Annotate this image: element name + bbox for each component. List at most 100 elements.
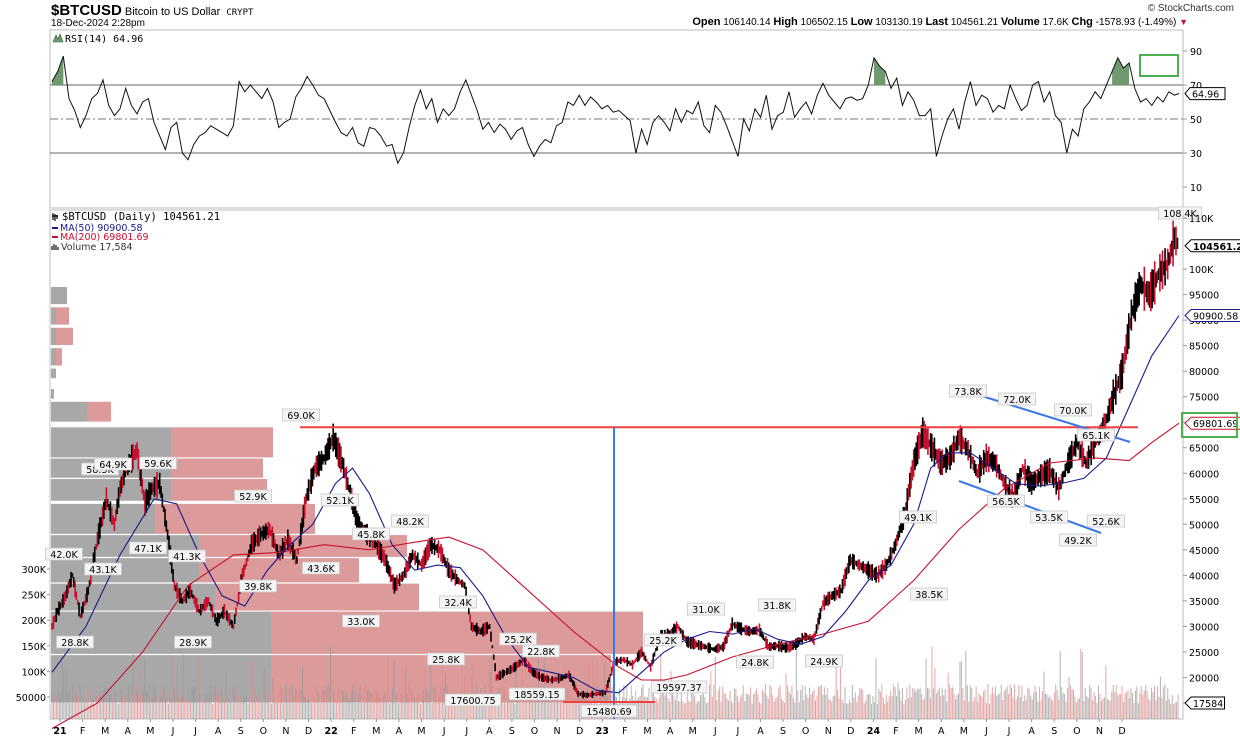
pivot-label: 33.0K — [342, 614, 380, 628]
pivot-label-text: 39.8K — [244, 582, 272, 593]
pivot-label: 41.3K — [168, 549, 206, 563]
pivot-label-box — [168, 549, 206, 563]
price-axis-label: 45000 — [1189, 546, 1219, 557]
pivot-label-box — [987, 494, 1025, 508]
stat-value: -1578.93 (-1.49%) — [1092, 17, 1180, 28]
x-axis-label: M — [915, 726, 923, 737]
pivot-label: 31.8K — [758, 598, 796, 612]
stat-chg: Chg -1578.93 (-1.49%) — [1071, 16, 1180, 28]
pivot-label-text: 38.5K — [915, 590, 943, 601]
pivot-label-text: 43.6K — [307, 564, 335, 575]
vbp-down-segment — [87, 401, 111, 423]
pivot-label-text: 24.8K — [741, 658, 769, 669]
stat-value: 17.6K — [1039, 17, 1072, 28]
legend-volume: Volume 17,584 — [61, 242, 133, 253]
pivot-label-box — [282, 408, 320, 422]
x-axis-label: A — [667, 726, 674, 737]
pivot-label: 52.9K — [234, 489, 272, 503]
pivot-label-box — [998, 392, 1036, 406]
x-axis-label: D — [576, 726, 583, 737]
pivot-label: 28.8K — [56, 635, 94, 649]
vbp-up-segment — [51, 286, 67, 305]
pivot-label: 17600.75 — [444, 693, 502, 707]
ma50-tag-box — [1184, 309, 1240, 323]
pivot-label: 108.4K — [1158, 206, 1203, 220]
pivot-label: 45.8K — [352, 527, 390, 541]
pivot-label-box — [910, 587, 948, 601]
x-axis-label: F — [351, 726, 356, 737]
pivot-label: 22.8K — [522, 644, 560, 658]
x-axis-label: A — [396, 726, 403, 737]
volume-by-price-bar — [51, 389, 54, 400]
pivot-label-box — [234, 489, 272, 503]
x-axis-label: J — [193, 726, 197, 737]
x-axis-label: M — [372, 726, 380, 737]
x-axis-label: O — [260, 726, 267, 737]
pivot-label-text: 25.2K — [504, 635, 532, 646]
last-price-tag: 104561.21 — [1184, 239, 1240, 253]
x-axis-label: N — [825, 726, 832, 737]
pivot-label-box — [302, 561, 340, 575]
x-axis-label: A — [1028, 726, 1035, 737]
pivot-label-box — [139, 456, 177, 470]
rsi-highlight-box — [1139, 54, 1179, 77]
price-axis-label: 95000 — [1189, 291, 1219, 302]
rsi-legend-icon — [52, 33, 64, 43]
pivot-label-box — [805, 654, 843, 668]
pivot-label-text: 70.0K — [1059, 406, 1087, 417]
pivot-label-text: 64.9K — [99, 460, 127, 471]
symbol: $BTCUSD — [51, 2, 122, 19]
rsi-value-tag — [1184, 87, 1226, 101]
pivot-label-text: 56.5K — [992, 497, 1020, 508]
pivot-label: 52.6K — [1087, 514, 1125, 528]
pivot-label-text: 73.8K — [954, 387, 982, 398]
pivot-label-box — [342, 614, 380, 628]
legend-price: $BTCUSD (Daily) 104561.21 — [62, 211, 220, 223]
pivot-label-text: 48.2K — [396, 517, 424, 528]
x-axis-label: J — [1007, 726, 1011, 737]
x-axis-label: O — [802, 726, 809, 737]
pivot-label-box — [1077, 428, 1115, 442]
pivot-label: 15480.69 — [580, 704, 638, 718]
x-axis-label: M — [960, 726, 968, 737]
stat-value: 103130.19 — [872, 17, 926, 28]
volume-axis-label: 150K — [22, 642, 47, 653]
x-axis-label: J — [442, 726, 446, 737]
vbp-down-segment — [56, 327, 73, 346]
x-axis-label: A — [757, 726, 764, 737]
volume-by-price-bar — [51, 348, 62, 367]
price-axis-label: 30000 — [1189, 622, 1219, 633]
down-arrow-icon: ▼ — [1179, 17, 1188, 27]
stat-value: 106502.15 — [797, 17, 851, 28]
pivot-label: 72.0K — [998, 392, 1036, 406]
pivot-label-text: 41.3K — [173, 552, 201, 563]
pivot-label-text: 65.1K — [1082, 431, 1110, 442]
price-axis-label: 35000 — [1189, 597, 1219, 608]
volume-by-price-bar — [51, 401, 111, 423]
chart-datetime: 18-Dec-2024 2:28pm — [51, 18, 145, 29]
pivot-label-box — [239, 579, 277, 593]
pivot-label: 43.6K — [302, 561, 340, 575]
pivot-label: 42.0K — [45, 547, 83, 561]
pivot-label-box — [499, 632, 537, 646]
pivot-label-box — [352, 527, 390, 541]
stat-label: Low — [850, 16, 873, 28]
x-axis-label: S — [1051, 726, 1057, 737]
pivot-label-box — [427, 652, 465, 666]
pivot-label-box — [391, 514, 429, 528]
stat-label: Chg — [1071, 16, 1093, 28]
pivot-label: 47.1K — [129, 541, 167, 555]
pivot-label: 25.2K — [499, 632, 537, 646]
x-axis-label: M — [417, 726, 425, 737]
legend-ma50: MA(50) 90900.58 — [60, 223, 143, 234]
pivot-label-box — [650, 680, 708, 694]
stat-high: High 106502.15 — [773, 16, 851, 28]
ma50-tag-text: 90900.58 — [1193, 312, 1238, 323]
pivot-label-box — [444, 693, 502, 707]
pivot-label-text: 31.8K — [763, 601, 791, 612]
stat-label: Last — [925, 16, 949, 28]
volume-by-price-bar — [51, 427, 273, 458]
pivot-label: 69.0K — [282, 408, 320, 422]
stat-low: Low 103130.19 — [850, 16, 926, 28]
